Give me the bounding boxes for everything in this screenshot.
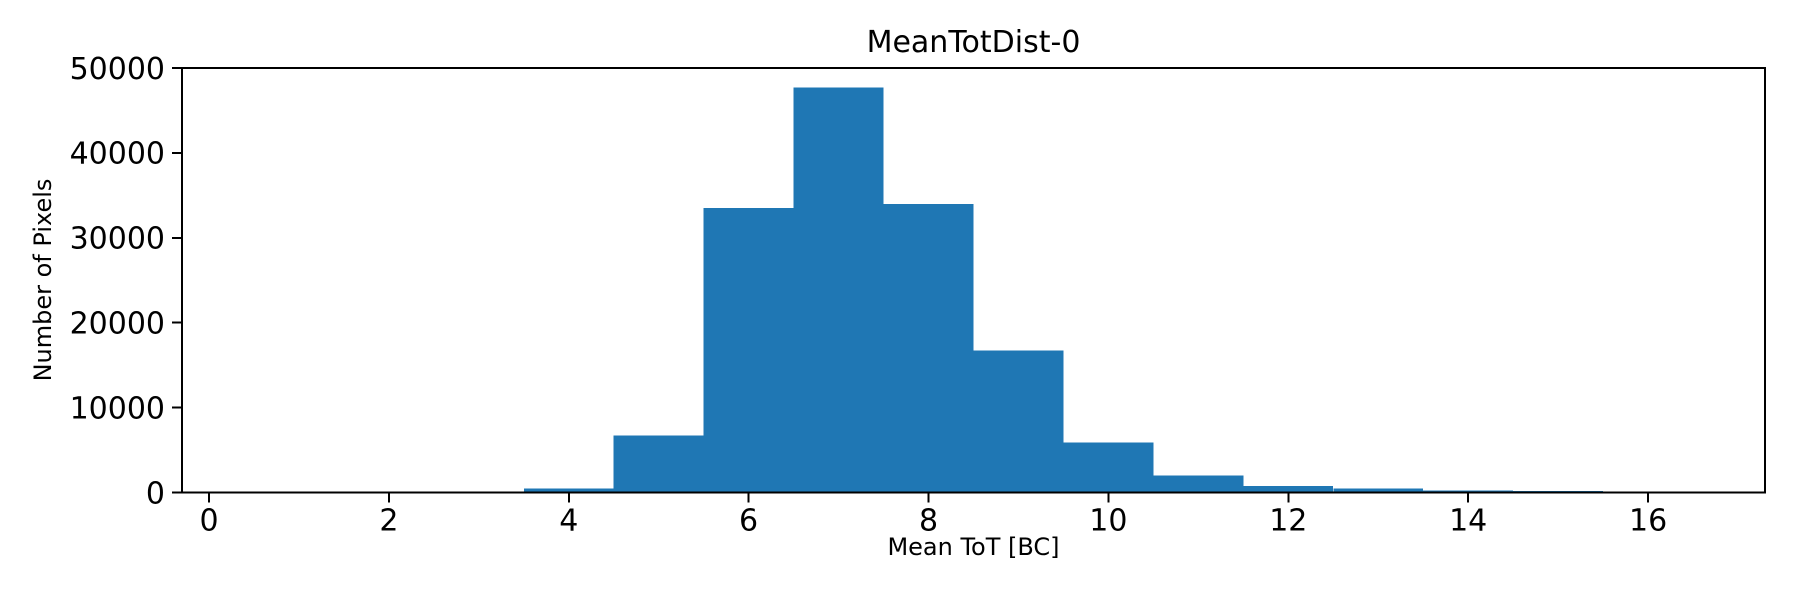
- plot-frame: [181, 67, 1766, 494]
- histogram-bar: [1423, 490, 1514, 493]
- x-tick-label: 16: [1629, 504, 1667, 539]
- y-tick-label: 40000: [70, 137, 165, 172]
- y-axis-label: Number of Pixels: [29, 178, 57, 382]
- histogram-bar: [793, 87, 884, 493]
- y-tick-label: 0: [146, 476, 165, 511]
- x-axis-label: Mean ToT [BC]: [887, 533, 1060, 561]
- axes-frame: [181, 67, 1766, 494]
- histogram-bar: [523, 488, 614, 493]
- x-tick-label: 8: [919, 504, 938, 539]
- y-tick-label: 30000: [70, 222, 165, 257]
- histogram-bar: [1333, 488, 1424, 493]
- y-tick-label: 50000: [70, 52, 165, 87]
- x-tick-label: 4: [559, 504, 578, 539]
- histogram-bars: [523, 87, 1604, 493]
- histogram-bar: [1153, 475, 1244, 493]
- x-tick-label: 10: [1089, 504, 1127, 539]
- x-tick-label: 2: [379, 504, 398, 539]
- histogram-bar: [973, 350, 1064, 493]
- axis-tick-labels: 0 2 4 6 8 10 12 14 16 0 10000 20000 30000 40000 50000: [70, 52, 1668, 539]
- x-tick-label: 0: [199, 504, 218, 539]
- x-tick-label: 12: [1269, 504, 1307, 539]
- y-tick-label: 20000: [70, 307, 165, 342]
- histogram-bar: [1243, 486, 1334, 493]
- y-tick-label: 10000: [70, 391, 165, 426]
- histogram-bar: [883, 203, 974, 493]
- histogram-bar: [1063, 442, 1154, 493]
- x-tick-label: 6: [739, 504, 758, 539]
- histogram-bar: [703, 208, 794, 493]
- chart-title: MeanTotDist-0: [866, 25, 1081, 60]
- axis-ticks: [172, 67, 1650, 503]
- histogram-bar: [613, 435, 704, 493]
- x-tick-label: 14: [1449, 504, 1487, 539]
